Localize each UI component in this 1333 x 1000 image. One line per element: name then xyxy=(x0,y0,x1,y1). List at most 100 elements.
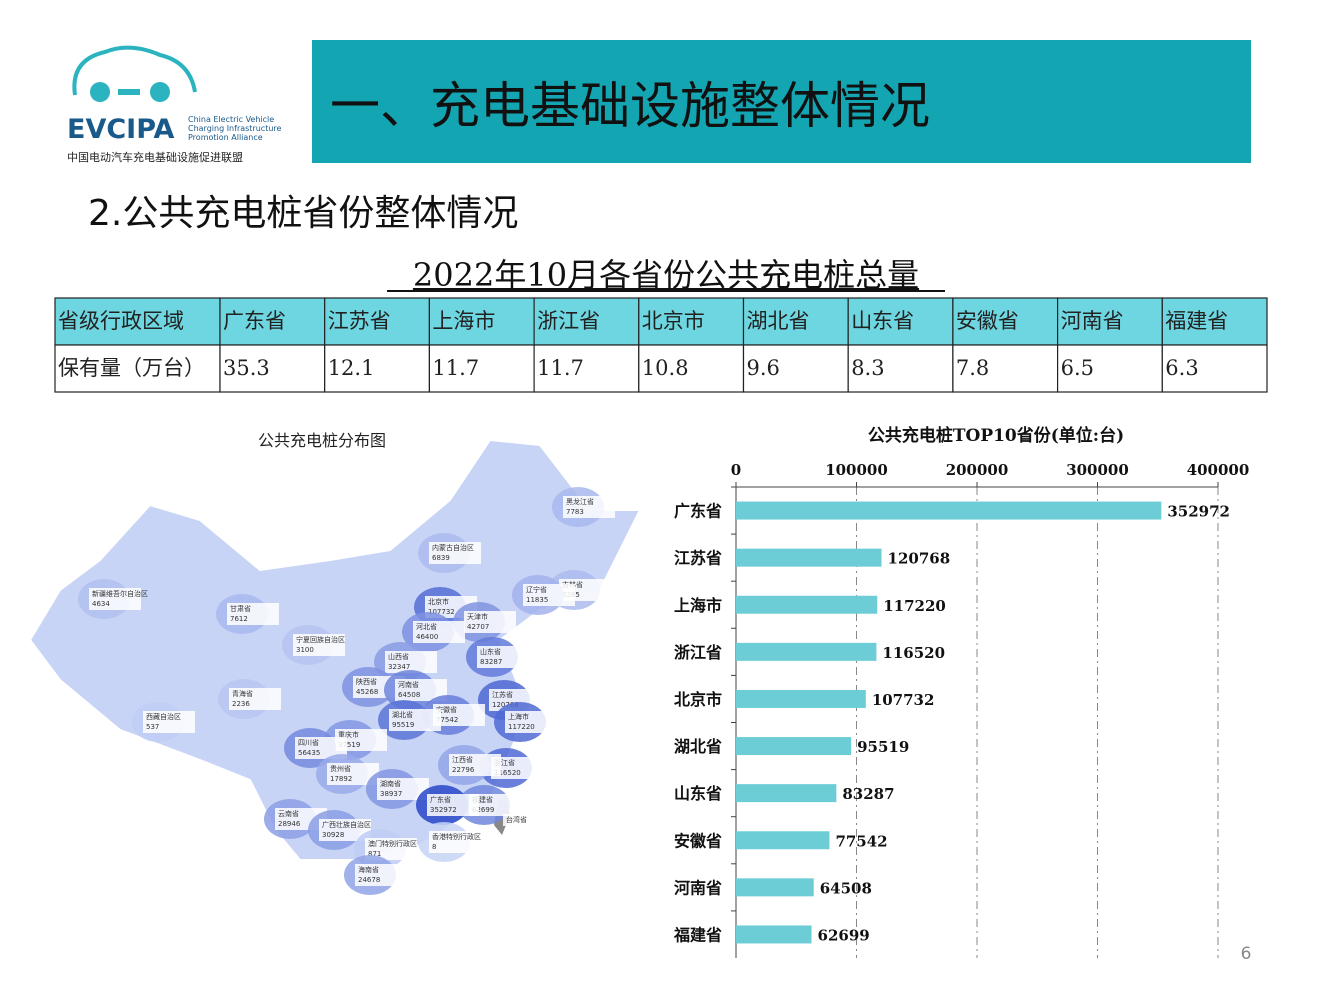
region-name: 甘肃省 xyxy=(230,604,251,613)
region-label-box xyxy=(319,819,371,841)
region-value: 6839 xyxy=(432,554,450,562)
region-name: 天津市 xyxy=(467,612,488,621)
region-name: 宁夏回族自治区 xyxy=(296,635,345,644)
region-label-box xyxy=(505,711,557,733)
table-cell xyxy=(324,344,431,393)
header-title: 一、充电基础设施整体情况 xyxy=(330,77,930,135)
region-label-box xyxy=(433,704,485,726)
region-name: 广东省 xyxy=(430,795,451,804)
x-tick-label: 300000 xyxy=(1066,461,1129,479)
region-name: 广西壮族自治区 xyxy=(322,820,371,829)
region-name: 江西省 xyxy=(452,755,473,764)
region-value: 37519 xyxy=(338,741,360,749)
region-label-box xyxy=(427,794,479,816)
logo-english: Promotion Alliance xyxy=(188,133,263,142)
logo: EVCIPA China Electric Vehicle Charging I… xyxy=(67,45,282,164)
logo-name: EVCIPA xyxy=(67,114,175,145)
table-cell xyxy=(1056,344,1163,393)
region-label-box xyxy=(413,621,465,643)
value-label: 64508 xyxy=(820,879,872,897)
table-text: 河南省 xyxy=(1061,309,1124,333)
region-name: 四川省 xyxy=(298,738,319,747)
table-text: 35.3 xyxy=(223,356,270,380)
table-text: 7.8 xyxy=(956,356,989,380)
region-value: 83287 xyxy=(480,658,502,666)
table-text: 6.5 xyxy=(1061,356,1094,380)
region-name: 江苏省 xyxy=(492,690,513,699)
table-cell xyxy=(219,344,326,393)
region-label-box xyxy=(395,679,447,701)
region-label-box xyxy=(503,814,555,826)
region-name: 山西省 xyxy=(388,652,409,661)
region-value: 45268 xyxy=(356,688,378,696)
bar xyxy=(736,595,878,614)
region-label-box xyxy=(295,737,347,759)
page-number: 6 xyxy=(1241,944,1252,964)
value-label: 107732 xyxy=(872,691,935,709)
table-text: 11.7 xyxy=(537,356,584,380)
bar xyxy=(736,501,1162,520)
y-tick-label: 河南省 xyxy=(674,878,722,897)
region-name: 青海省 xyxy=(232,689,253,698)
region-label-box xyxy=(389,709,441,731)
table-text: 省级行政区域 xyxy=(58,309,184,333)
x-tick-label: 100000 xyxy=(825,461,888,479)
region-label-box xyxy=(335,729,387,751)
table-text: 江苏省 xyxy=(328,309,391,333)
value-label: 62699 xyxy=(818,926,870,944)
table-cell xyxy=(533,344,640,393)
region-label-box xyxy=(89,588,141,610)
table-cell xyxy=(428,297,535,346)
table-text: 浙江省 xyxy=(537,309,600,333)
table-text: 9.6 xyxy=(747,356,780,380)
bar xyxy=(736,689,866,708)
region-name: 香港特别行政区 xyxy=(432,832,481,841)
table-text: 广东省 xyxy=(223,309,286,333)
table-text: 11.7 xyxy=(432,356,479,380)
table-cell xyxy=(847,297,954,346)
table-cell xyxy=(952,344,1059,393)
chart-title: 公共充电桩TOP10省份(单位:台) xyxy=(868,425,1124,446)
region-name: 湖南省 xyxy=(380,779,401,788)
value-label: 95519 xyxy=(857,738,909,756)
table-cell xyxy=(952,297,1059,346)
map-title: 公共充电桩分布图 xyxy=(258,431,386,450)
region-value: 4634 xyxy=(92,600,110,608)
bar xyxy=(736,831,830,850)
region-name: 陕西省 xyxy=(356,677,377,686)
region-value: 28946 xyxy=(278,820,301,828)
region-value: 62699 xyxy=(472,806,494,814)
table-cell xyxy=(533,297,640,346)
region-label-box xyxy=(491,757,543,779)
region-value: 24678 xyxy=(358,876,380,884)
x-tick-label: 400000 xyxy=(1187,461,1250,479)
region-value: 32347 xyxy=(388,663,410,671)
region-name: 河南省 xyxy=(398,680,419,689)
region-value: 117220 xyxy=(508,723,535,731)
table-cell xyxy=(1161,344,1268,393)
value-label: 120768 xyxy=(888,550,951,568)
value-label: 352972 xyxy=(1167,503,1230,521)
region-label-box xyxy=(429,831,481,853)
region-value: 7612 xyxy=(230,615,248,623)
table-text: 山东省 xyxy=(851,309,914,333)
region-value: 7783 xyxy=(566,508,584,516)
region-label-box xyxy=(293,634,345,656)
region-value: 2236 xyxy=(232,700,250,708)
bar xyxy=(736,784,837,803)
region-name: 黑龙江省 xyxy=(566,497,594,506)
region-name: 北京市 xyxy=(428,597,449,606)
table-cell xyxy=(638,344,745,393)
region-label-box xyxy=(464,611,516,633)
region-name: 内蒙古自治区 xyxy=(432,543,474,552)
region-name: 福建省 xyxy=(472,795,493,804)
bar xyxy=(736,548,882,567)
table-cell xyxy=(324,297,431,346)
y-tick-label: 福建省 xyxy=(673,925,722,944)
region-value: 116520 xyxy=(494,769,521,777)
region-name: 澳门特别行政区 xyxy=(368,839,417,848)
table-text: 安徽省 xyxy=(956,309,1019,333)
bar xyxy=(736,925,812,944)
region-name: 台湾省 xyxy=(506,815,527,824)
region-value: 77542 xyxy=(436,716,458,724)
